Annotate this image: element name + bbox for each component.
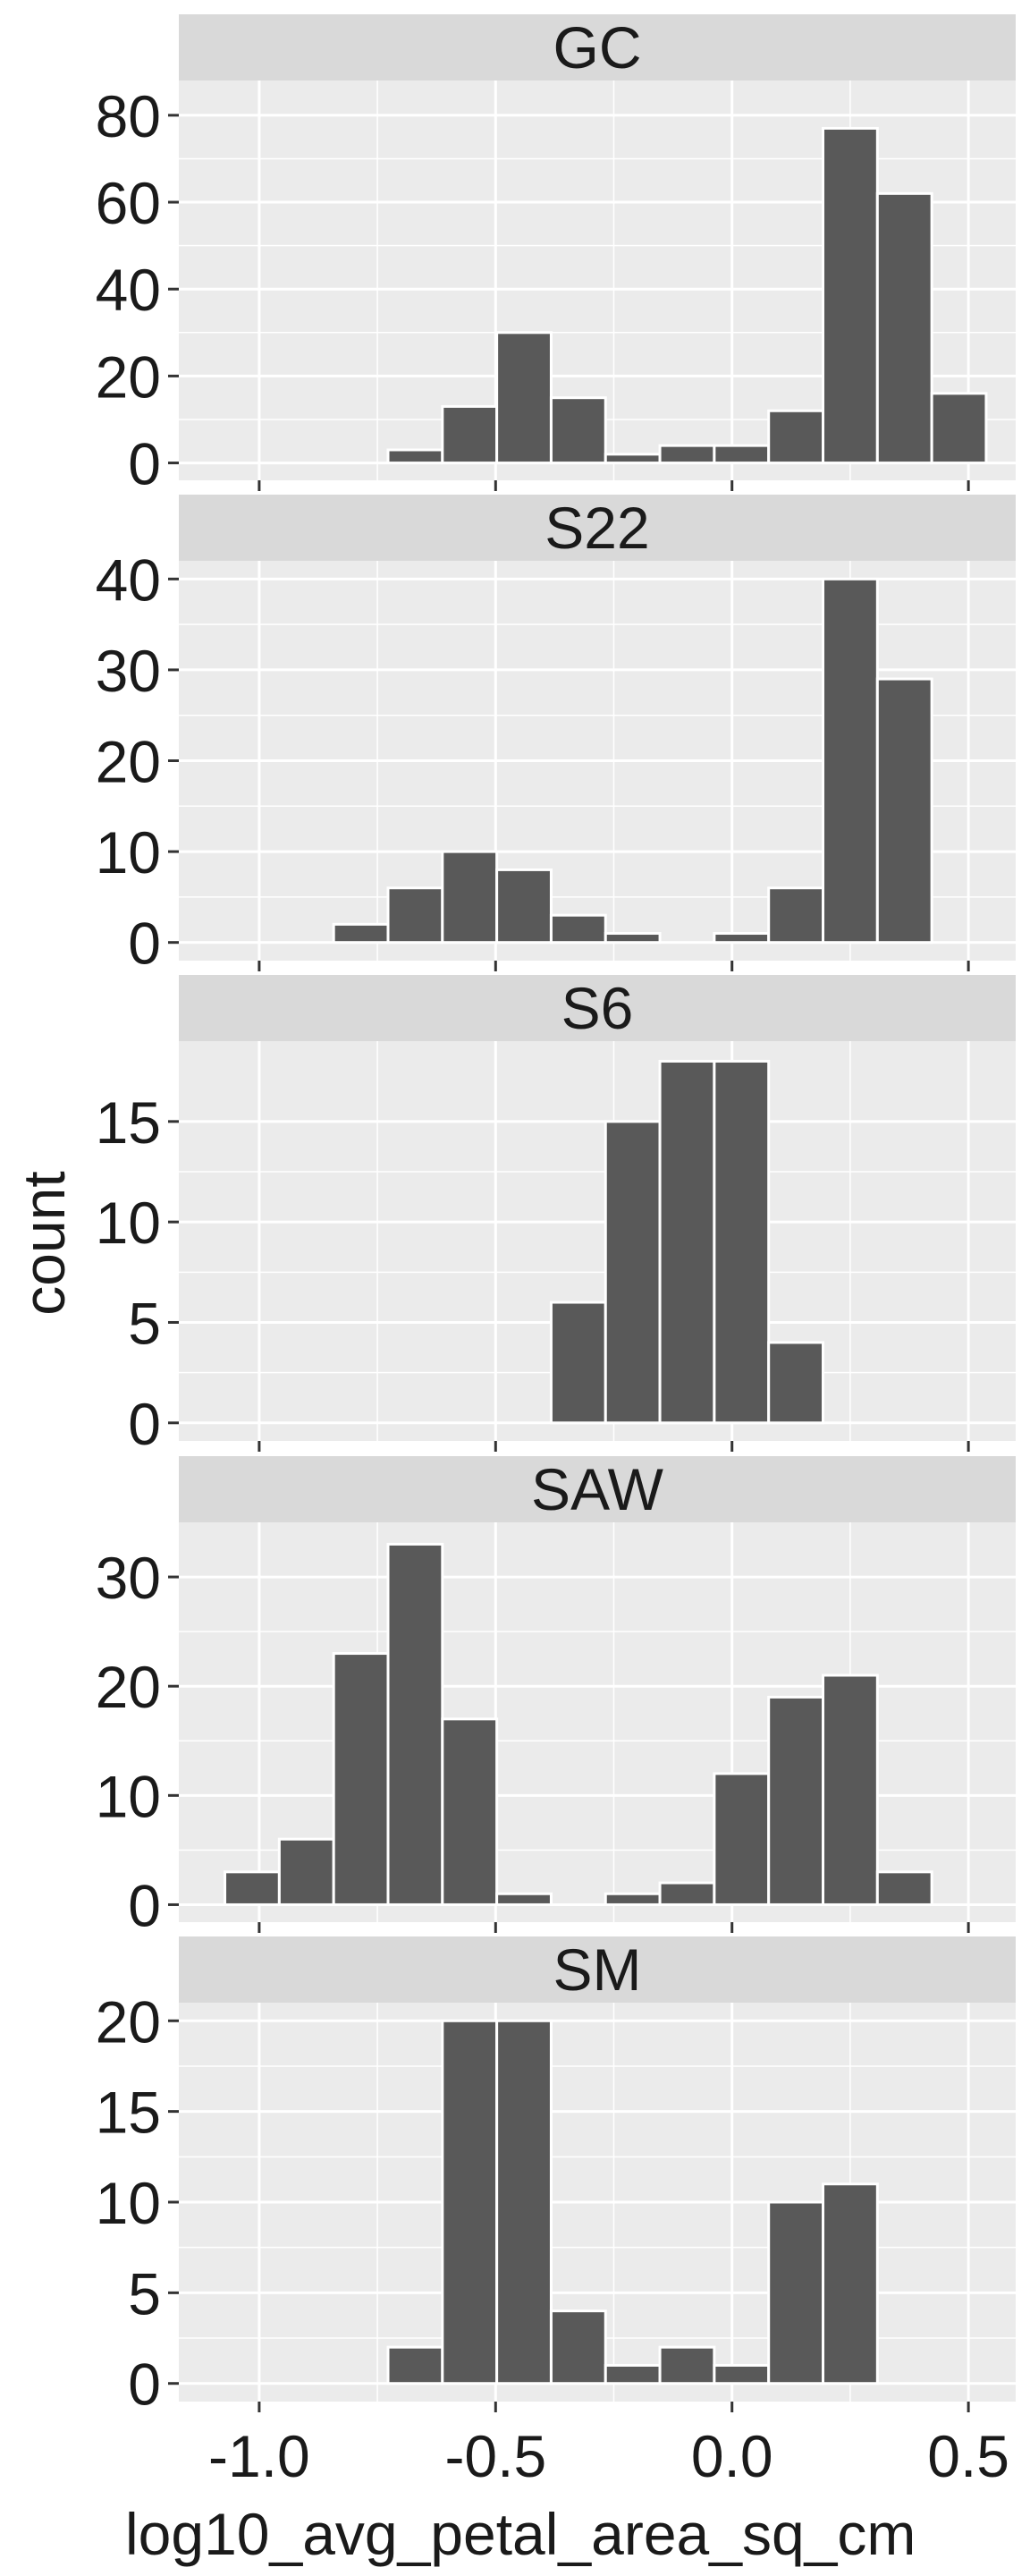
facet-strip-label-saw: SAW (531, 1456, 664, 1522)
facet-saw: SAW 0 10 20 30 (96, 1456, 1016, 1938)
y-tick-label: 30 (96, 1545, 161, 1611)
facet-strip-s22 (179, 495, 1016, 561)
y-tick-label: 60 (96, 170, 161, 236)
histogram-bar (822, 126, 879, 465)
y-tick-label: 15 (96, 1089, 161, 1156)
histogram-bar (875, 677, 933, 945)
y-axis-label: count (11, 1171, 77, 1315)
y-tick-label: 0 (128, 1391, 161, 1457)
facet-strip-sm (179, 1936, 1016, 2003)
histogram-bar (767, 409, 825, 465)
histogram-bar (386, 448, 444, 465)
histogram-bar (549, 2309, 607, 2385)
histogram-bar (713, 1059, 771, 1425)
histogram-bar (224, 1870, 281, 1906)
histogram-bar (277, 1837, 335, 1906)
histogram-bar (441, 850, 499, 945)
y-tick-label: 15 (96, 2080, 161, 2146)
histogram-bar (658, 444, 716, 465)
x-tick-label: 0.5 (927, 2423, 1009, 2489)
histogram-bar (386, 886, 444, 945)
y-tick-label: 5 (128, 1290, 161, 1356)
histogram-bar (332, 1652, 390, 1906)
facet-strip-s6 (179, 975, 1016, 1041)
y-tick-label: 0 (128, 431, 161, 497)
histogram-bar (767, 2200, 825, 2385)
facet-strip-label-sm: SM (553, 1936, 642, 2003)
y-tick-label: 80 (96, 83, 161, 149)
facet-panels: GC 0 20 40 60 80 S22 0 10 20 30 40 S6 0 5 10 15 SAW 0 10 20 3… (96, 14, 1016, 2418)
histogram-bar (713, 444, 771, 465)
histogram-bar (441, 2019, 499, 2385)
histogram-bar (822, 2182, 879, 2385)
y-tick-label: 0 (128, 911, 161, 977)
y-tick-label: 10 (96, 1763, 161, 1829)
histogram-bar (658, 2345, 716, 2385)
y-tick-label: 10 (96, 819, 161, 886)
y-tick-label: 5 (128, 2260, 161, 2326)
y-tick-label: 20 (96, 729, 161, 795)
y-tick-label: 40 (96, 257, 161, 323)
x-tick-label: -1.0 (208, 2423, 310, 2489)
histogram-bar (604, 1892, 662, 1906)
x-axis: -1.0 -0.5 0.0 0.5 (208, 2423, 1009, 2489)
histogram-bar (658, 1059, 716, 1425)
y-tick-label: 30 (96, 638, 161, 704)
y-tick-label: 10 (96, 2170, 161, 2236)
y-tick-label: 20 (96, 1988, 161, 2055)
histogram-bar (767, 886, 825, 945)
histogram-bar (658, 1881, 716, 1906)
histogram-bar (386, 1542, 444, 1906)
y-tick-label: 0 (128, 2351, 161, 2418)
histogram-bar (875, 1870, 933, 1906)
histogram-bar (549, 396, 607, 465)
histogram-bar (495, 868, 553, 945)
facet-strip-label-s6: S6 (561, 975, 634, 1041)
histogram-bar (549, 1301, 607, 1425)
facet-strip-label-gc: GC (553, 14, 642, 80)
histogram-bar (767, 1341, 825, 1425)
histogram-bar (441, 404, 499, 465)
facet-gc: GC 0 20 40 60 80 (96, 14, 1016, 497)
histogram-bar (386, 2345, 444, 2385)
histogram-bar (495, 331, 553, 465)
histogram-bar (822, 577, 879, 945)
x-tick-label: 0.0 (691, 2423, 773, 2489)
facet-sm: SM 0 5 10 15 20 (96, 1936, 1016, 2418)
y-tick-label: 40 (96, 547, 161, 613)
histogram-bar (604, 1120, 662, 1425)
facet-s22: S22 0 10 20 30 40 (96, 495, 1016, 977)
histogram-bar (713, 1772, 771, 1906)
x-axis-label: log10_avg_petal_area_sq_cm (125, 2501, 916, 2567)
facet-s6: S6 0 5 10 15 (96, 975, 1016, 1457)
facet-strip-label-s22: S22 (545, 495, 649, 561)
x-tick-label: -0.5 (444, 2423, 546, 2489)
histogram-bar (767, 1695, 825, 1906)
histogram-bar (495, 1892, 553, 1906)
facet-strip-gc (179, 14, 1016, 80)
facet-strip-saw (179, 1456, 1016, 1522)
histogram-bar (549, 913, 607, 945)
histogram-bar (875, 191, 933, 465)
y-tick-label: 0 (128, 1872, 161, 1938)
histogram-bar (604, 453, 662, 465)
histogram-bar (332, 922, 390, 945)
histogram-bar (713, 2363, 771, 2385)
y-tick-label: 20 (96, 1654, 161, 1720)
histogram-bar (604, 2363, 662, 2385)
histogram-bar (495, 2019, 553, 2385)
histogram-bar (713, 932, 771, 945)
histogram-bar (604, 932, 662, 945)
histogram-bar (441, 1717, 499, 1906)
histogram-bar (930, 392, 988, 465)
y-tick-label: 20 (96, 343, 161, 410)
histogram-bar (822, 1674, 879, 1906)
y-tick-label: 10 (96, 1190, 161, 1256)
